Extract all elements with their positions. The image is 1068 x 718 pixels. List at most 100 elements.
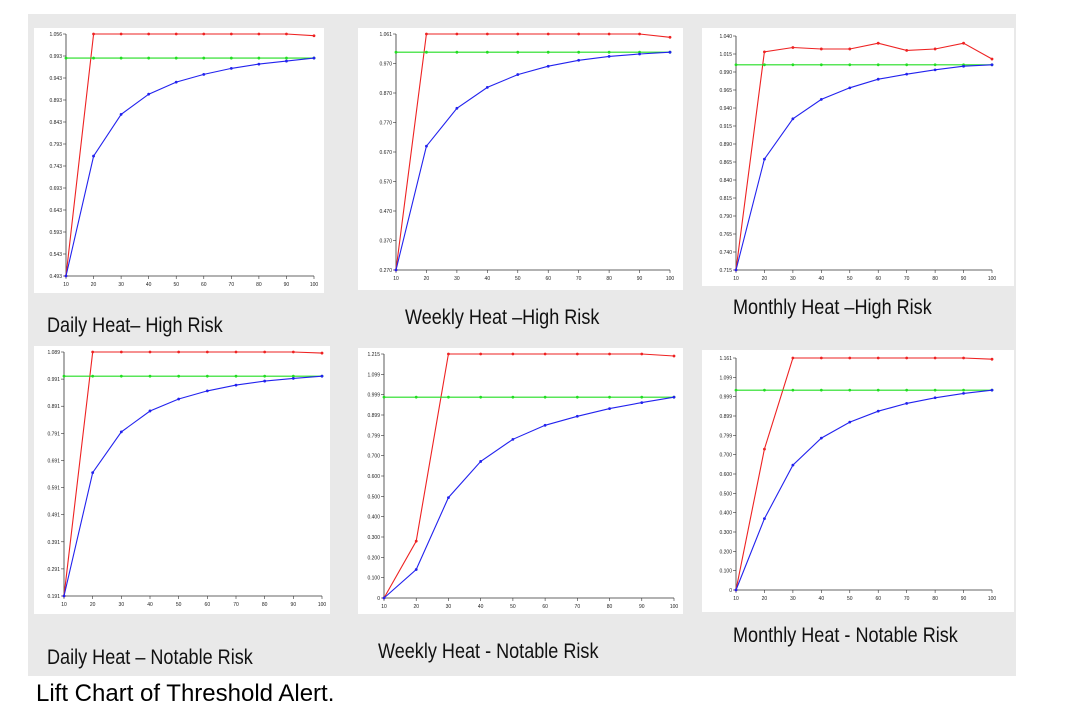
y-tick-label: 0.643: [49, 208, 62, 214]
y-tick-label: 0.899: [719, 414, 732, 420]
data-point-red: [672, 354, 676, 358]
y-tick-label: 0.991: [47, 377, 60, 383]
data-point-blue: [962, 391, 965, 395]
data-point-blue: [479, 460, 483, 463]
data-point-blue: [64, 274, 68, 278]
x-tick-label: 30: [790, 276, 796, 282]
data-point-green: [848, 388, 852, 392]
x-tick-label: 60: [201, 282, 207, 288]
y-tick-label: 0.200: [719, 549, 732, 555]
data-point-green: [119, 374, 123, 378]
y-tick-label: 1.161: [719, 356, 732, 362]
data-point-blue: [516, 73, 520, 76]
x-tick-label: 70: [233, 602, 239, 608]
x-tick-label: 30: [118, 282, 124, 288]
y-tick-label: 0.799: [367, 433, 380, 439]
x-tick-label: 50: [847, 596, 853, 602]
data-point-green: [819, 63, 823, 67]
y-tick-label: 0.893: [49, 98, 62, 104]
data-point-red: [640, 352, 644, 356]
x-tick-label: 80: [932, 596, 938, 602]
x-tick-label: 10: [63, 282, 69, 288]
y-tick-label: 0.491: [47, 513, 60, 519]
x-tick-label: 50: [847, 276, 853, 282]
y-tick-label: 0.600: [367, 474, 380, 480]
data-point-red: [174, 32, 178, 36]
data-point-green: [905, 388, 909, 392]
series-line-red: [63, 351, 323, 597]
data-point-red: [819, 356, 823, 360]
data-point-blue: [485, 86, 489, 89]
y-tick-label: 0.843: [49, 120, 62, 126]
data-point-red: [819, 47, 823, 51]
x-tick-label: 20: [413, 604, 419, 610]
data-point-green: [876, 388, 880, 392]
y-tick-label: 0.993: [49, 54, 62, 60]
series-line-blue: [735, 389, 993, 591]
data-point-red: [312, 34, 316, 38]
data-point-red: [485, 32, 489, 36]
data-point-blue: [791, 117, 795, 121]
x-tick-label: 60: [545, 276, 551, 282]
y-tick-label: 0.100: [719, 569, 732, 575]
x-tick-label: 100: [310, 282, 319, 288]
y-tick-label: 0.300: [367, 535, 380, 541]
data-point-blue: [147, 92, 151, 96]
x-tick-label: 70: [904, 276, 910, 282]
y-tick-label: 0.570: [379, 180, 392, 186]
chart-weekly-high-risk: 0.270 0.370 0.470 0.570 0.670 0.770 0.870 0.970…: [358, 28, 683, 290]
data-point-blue: [543, 423, 547, 427]
data-point-green: [119, 56, 123, 60]
data-point-blue: [734, 268, 738, 272]
data-point-blue: [92, 154, 95, 158]
y-tick-label: 0.865: [719, 160, 732, 166]
data-point-green: [148, 374, 152, 378]
x-tick-label: 30: [790, 596, 796, 602]
x-tick-label: 60: [542, 604, 548, 610]
data-point-red: [291, 350, 295, 354]
data-point-blue: [608, 407, 611, 411]
data-point-red: [234, 350, 238, 354]
data-point-red: [848, 47, 852, 51]
chart-title-monthly-high-risk: Monthly Heat –High Risk: [733, 296, 932, 319]
y-tick-label: 0.899: [367, 413, 380, 419]
series-line-red: [395, 33, 671, 271]
x-tick-label: 50: [173, 282, 179, 288]
y-tick-label: 0.291: [47, 567, 60, 573]
data-point-red: [92, 32, 95, 36]
y-tick-label: 0.965: [719, 88, 732, 94]
y-tick-label: 0.691: [47, 458, 60, 464]
y-tick-label: 0.765: [719, 232, 732, 238]
data-point-blue: [285, 59, 288, 63]
data-point-blue: [791, 463, 795, 467]
series-line-blue: [65, 57, 315, 277]
x-tick-label: 20: [424, 276, 430, 282]
data-point-blue: [394, 268, 398, 272]
y-tick-label: 1.040: [719, 34, 732, 40]
series-line-red: [735, 357, 993, 591]
data-point-green: [933, 388, 937, 392]
data-point-green: [414, 395, 418, 399]
x-tick-label: 20: [762, 276, 768, 282]
data-point-green: [962, 388, 965, 392]
x-tick-label: 40: [146, 282, 152, 288]
data-point-blue: [291, 376, 295, 380]
data-point-red: [205, 350, 209, 354]
data-point-green: [263, 374, 267, 378]
data-point-blue: [607, 54, 611, 58]
data-point-blue: [425, 144, 428, 148]
data-point-green: [516, 50, 520, 54]
x-tick-label: 10: [381, 604, 387, 610]
data-point-blue: [905, 401, 909, 405]
data-point-red: [905, 356, 909, 360]
x-tick-label: 50: [176, 602, 182, 608]
y-tick-label: 1.015: [719, 52, 732, 58]
y-tick-label: 0: [377, 596, 380, 602]
y-tick-label: 0.400: [367, 515, 380, 521]
x-tick-label: 50: [515, 276, 521, 282]
data-point-blue: [382, 596, 386, 600]
series-line-red: [65, 33, 315, 277]
data-point-green: [905, 63, 909, 67]
data-point-red: [876, 356, 880, 360]
data-point-green: [608, 395, 611, 399]
